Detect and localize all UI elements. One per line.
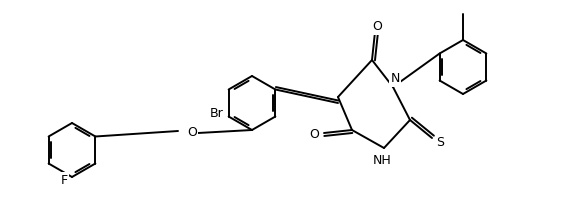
Text: Br: Br (210, 107, 224, 120)
Text: S: S (436, 135, 444, 148)
Text: O: O (187, 127, 197, 140)
Text: O: O (309, 128, 319, 141)
Text: O: O (372, 20, 382, 33)
Text: F: F (60, 174, 68, 187)
Text: N: N (390, 72, 399, 85)
Text: NH: NH (373, 154, 392, 167)
